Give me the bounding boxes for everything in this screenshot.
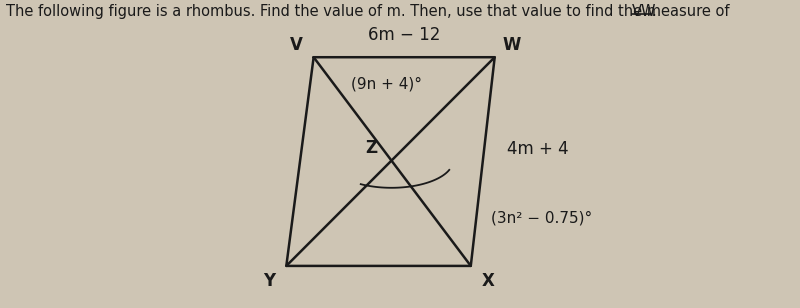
Text: Z: Z — [365, 140, 377, 157]
Text: 4m + 4: 4m + 4 — [506, 140, 568, 158]
Text: V: V — [290, 36, 303, 54]
Text: W: W — [502, 36, 521, 54]
Text: .: . — [651, 4, 656, 19]
Text: Y: Y — [263, 272, 275, 290]
Text: X: X — [482, 272, 494, 290]
Text: (9n + 4)°: (9n + 4)° — [351, 77, 422, 92]
Text: (3n² − 0.75)°: (3n² − 0.75)° — [491, 210, 593, 225]
Text: The following figure is a rhombus. Find the value of m. Then, use that value to : The following figure is a rhombus. Find … — [6, 4, 734, 19]
Text: 6m − 12: 6m − 12 — [368, 26, 440, 43]
Text: VW: VW — [632, 4, 657, 19]
